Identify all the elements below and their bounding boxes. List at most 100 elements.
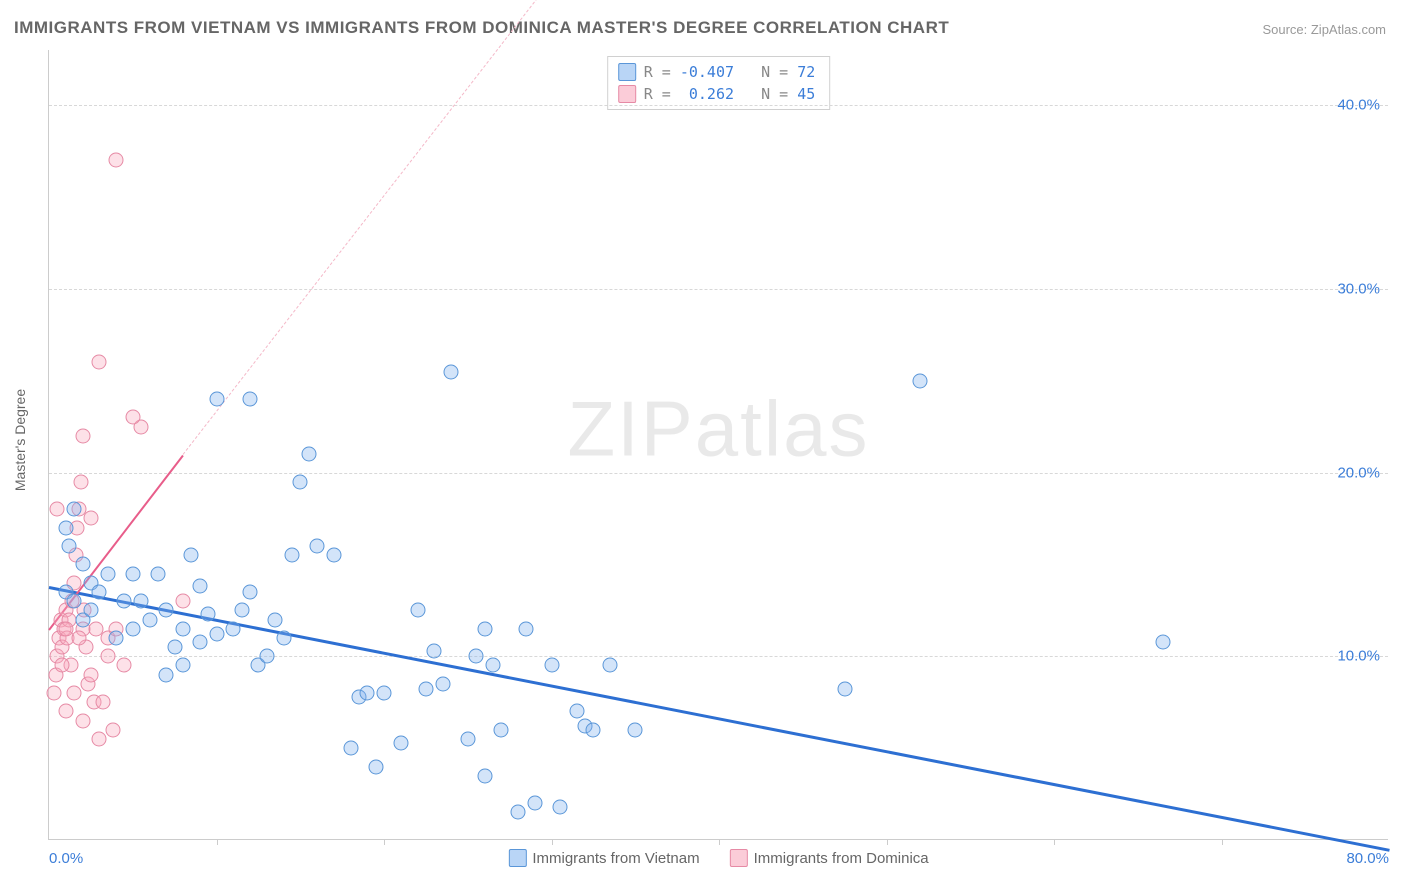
- data-point: [109, 153, 124, 168]
- data-point: [62, 539, 77, 554]
- data-point: [293, 474, 308, 489]
- legend-r-val-pink: 0.262: [680, 85, 734, 103]
- data-point: [192, 579, 207, 594]
- y-tick-label: 10.0%: [1337, 648, 1380, 665]
- data-point: [427, 643, 442, 658]
- legend-n-val-blue: 72: [797, 63, 815, 81]
- data-point: [603, 658, 618, 673]
- watermark: ZIPatlas: [567, 383, 869, 474]
- data-point: [67, 502, 82, 517]
- data-point: [117, 658, 132, 673]
- legend-r-val-blue: -0.407: [680, 63, 734, 81]
- data-point: [477, 621, 492, 636]
- data-point: [310, 539, 325, 554]
- data-point: [243, 392, 258, 407]
- data-point: [92, 584, 107, 599]
- data-point: [284, 548, 299, 563]
- data-point: [544, 658, 559, 673]
- data-point: [469, 649, 484, 664]
- data-point: [368, 759, 383, 774]
- gridline: [49, 289, 1388, 290]
- data-point: [519, 621, 534, 636]
- data-point: [837, 682, 852, 697]
- legend-label: Immigrants from Dominica: [754, 850, 929, 867]
- x-tick-label: 0.0%: [49, 850, 83, 867]
- data-point: [326, 548, 341, 563]
- data-point: [569, 704, 584, 719]
- legend-n-val-pink: 45: [797, 85, 815, 103]
- data-point: [176, 594, 191, 609]
- legend-item-dominica: Immigrants from Dominica: [730, 849, 929, 867]
- legend-row-pink: R = 0.262 N = 45: [618, 83, 816, 105]
- data-point: [444, 364, 459, 379]
- data-point: [83, 511, 98, 526]
- data-point: [58, 520, 73, 535]
- trendline: [183, 0, 569, 455]
- data-point: [100, 649, 115, 664]
- data-point: [176, 658, 191, 673]
- data-point: [301, 447, 316, 462]
- data-point: [88, 621, 103, 636]
- swatch-blue-icon: [618, 63, 636, 81]
- data-point: [527, 796, 542, 811]
- data-point: [67, 594, 82, 609]
- data-point: [477, 768, 492, 783]
- data-point: [55, 658, 70, 673]
- correlation-legend: R = -0.407 N = 72 R = 0.262 N = 45: [607, 56, 831, 110]
- source-attribution: Source: ZipAtlas.com: [1262, 22, 1386, 37]
- data-point: [72, 630, 87, 645]
- data-point: [47, 686, 62, 701]
- data-point: [75, 713, 90, 728]
- y-tick-label: 40.0%: [1337, 97, 1380, 114]
- scatter-plot-area: ZIPatlas R = -0.407 N = 72 R = 0.262 N =…: [48, 50, 1388, 840]
- data-point: [159, 603, 174, 618]
- data-point: [276, 630, 291, 645]
- x-tick: [1054, 839, 1055, 845]
- data-point: [435, 676, 450, 691]
- gridline: [49, 473, 1388, 474]
- data-point: [125, 410, 140, 425]
- data-point: [243, 584, 258, 599]
- data-point: [125, 566, 140, 581]
- data-point: [226, 621, 241, 636]
- data-point: [167, 640, 182, 655]
- legend-n-key: N =: [734, 85, 797, 103]
- x-tick: [552, 839, 553, 845]
- data-point: [75, 557, 90, 572]
- gridline: [49, 656, 1388, 657]
- data-point: [75, 428, 90, 443]
- data-point: [418, 682, 433, 697]
- data-point: [83, 667, 98, 682]
- data-point: [150, 566, 165, 581]
- data-point: [511, 805, 526, 820]
- watermark-bold: ZIP: [567, 384, 694, 472]
- data-point: [234, 603, 249, 618]
- data-point: [209, 627, 224, 642]
- x-tick: [887, 839, 888, 845]
- data-point: [58, 621, 73, 636]
- data-point: [360, 686, 375, 701]
- watermark-thin: atlas: [695, 384, 870, 472]
- data-point: [268, 612, 283, 627]
- data-point: [176, 621, 191, 636]
- data-point: [192, 634, 207, 649]
- swatch-blue-icon: [508, 849, 526, 867]
- data-point: [410, 603, 425, 618]
- gridline: [49, 105, 1388, 106]
- data-point: [50, 502, 65, 517]
- x-tick: [384, 839, 385, 845]
- swatch-pink-icon: [730, 849, 748, 867]
- data-point: [142, 612, 157, 627]
- data-point: [259, 649, 274, 664]
- data-point: [134, 594, 149, 609]
- trendline: [49, 586, 1390, 852]
- data-point: [184, 548, 199, 563]
- swatch-pink-icon: [618, 85, 636, 103]
- data-point: [117, 594, 132, 609]
- x-tick-label: 80.0%: [1346, 850, 1389, 867]
- data-point: [343, 741, 358, 756]
- data-point: [58, 704, 73, 719]
- legend-r-key: R =: [644, 63, 680, 81]
- x-tick: [719, 839, 720, 845]
- data-point: [125, 621, 140, 636]
